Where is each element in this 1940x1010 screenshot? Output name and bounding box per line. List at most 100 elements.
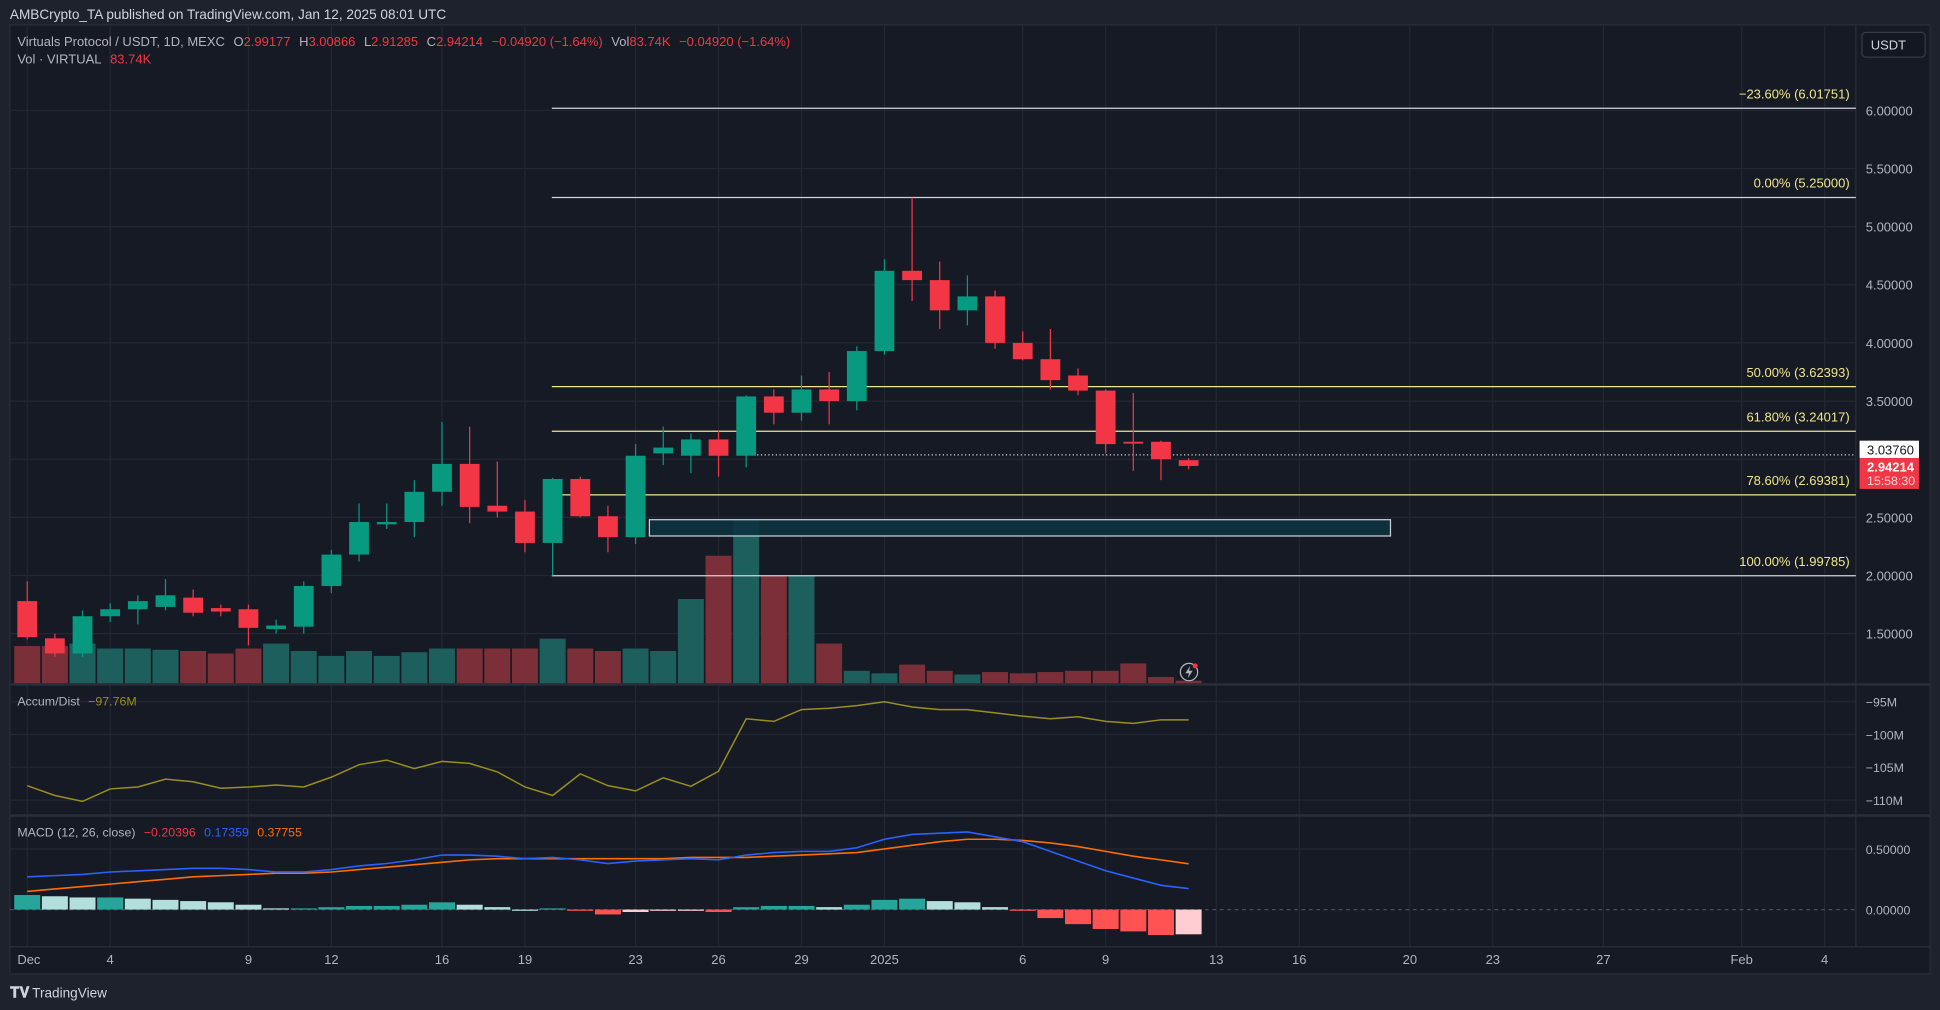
candle-body <box>293 585 314 627</box>
time-axis-label: Dec <box>17 952 41 967</box>
macd-histogram-bar <box>511 909 538 911</box>
candle-body <box>515 511 535 543</box>
candle-body <box>210 608 231 612</box>
volume-bar <box>235 648 262 684</box>
volume-bar <box>677 599 704 684</box>
fib-retracement[interactable]: −23.60% (6.01751) 0.00% (5.25000) 50.00% (… <box>551 86 1856 577</box>
macd-histogram-bar <box>871 899 898 910</box>
volume-bar <box>567 648 594 684</box>
time-axis-label: Feb <box>1730 952 1752 967</box>
volume-bar <box>1175 680 1202 684</box>
bar-countdown: 15:58:30 <box>1867 474 1915 488</box>
macd-signal-value: 0.37755 <box>257 826 302 840</box>
volume-bar <box>843 670 870 684</box>
high-value: 3.00866 <box>308 34 355 49</box>
tradingview-logo[interactable]: 𝐓𝐕 TradingView <box>10 985 107 1001</box>
candle-body <box>127 601 148 610</box>
macd-histogram-bar <box>1037 909 1064 919</box>
price-axis-label: 4.00000 <box>1866 336 1913 351</box>
price-axis-label: 1.50000 <box>1866 627 1913 642</box>
time-axis-label: 4 <box>107 952 114 967</box>
volume-series-value: 83.74K <box>110 51 151 66</box>
macd-histogram-bar <box>456 904 483 910</box>
close-label: C <box>427 34 436 49</box>
last-price-tag: 2.94214 15:58:30 <box>1859 457 1919 489</box>
lightning-icon[interactable] <box>1179 662 1199 682</box>
volume-bar <box>97 648 124 684</box>
volume-series-label: Vol · VIRTUAL <box>17 51 101 66</box>
macd-histogram-bar <box>705 909 732 913</box>
candle-body <box>1123 441 1144 444</box>
volume-bar <box>373 655 400 684</box>
candle-body <box>708 439 729 456</box>
macd-histogram-bar <box>843 904 870 910</box>
candle-body <box>404 491 425 523</box>
candle-body <box>459 463 480 507</box>
volume-bar <box>290 650 317 684</box>
open-value: 2.99177 <box>244 34 291 49</box>
candle-body <box>376 522 397 525</box>
time-axis-label: 19 <box>518 952 532 967</box>
volume-bar <box>539 638 566 684</box>
fib-level-label: 100.00% (1.99785) <box>1739 554 1849 569</box>
low-value: 2.91285 <box>371 34 418 49</box>
accum-axis-label: −105M <box>1866 761 1904 775</box>
accum-dist-series <box>26 700 1189 803</box>
volume-bar <box>594 650 621 684</box>
accum-dist-legend[interactable]: Accum/Dist −97.76M <box>17 694 136 708</box>
volume-bar <box>816 643 843 684</box>
last-price: 2.94214 <box>1867 460 1915 475</box>
volume-bar <box>1009 673 1036 684</box>
legend-line: Virtuals Protocol / USDT, 1D, MEXC O2.99… <box>17 34 790 49</box>
high-label: H <box>299 34 308 49</box>
vol-value: 83.74K <box>629 34 670 49</box>
fib-level-label: 78.60% (2.69381) <box>1746 473 1849 488</box>
macd-signal-line <box>27 838 1189 893</box>
tradingview-logo-icon: 𝐓𝐕 <box>10 985 31 1001</box>
volume-bar <box>705 555 732 684</box>
time-axis-label: 16 <box>435 952 449 967</box>
macd-histogram-bar <box>622 909 649 913</box>
volume-bar <box>926 670 953 684</box>
candle-body <box>1151 441 1171 460</box>
volume-bar <box>401 652 428 684</box>
macd-histogram-bar <box>97 897 124 910</box>
volume-bar <box>788 575 815 684</box>
macd-histogram-bar <box>760 905 787 910</box>
support-zone[interactable] <box>648 519 1392 537</box>
volume-bar <box>346 650 373 684</box>
volume-legend[interactable]: Vol · VIRTUAL 83.74K <box>17 51 151 66</box>
volume-bar <box>760 575 787 684</box>
macd-histogram-bar <box>1092 909 1119 929</box>
candle-body <box>736 396 757 456</box>
volume-bar <box>622 648 649 684</box>
macd-histogram-bar <box>180 901 207 910</box>
change-value: −0.04920 (−1.64%) <box>492 34 603 49</box>
time-axis-label: 23 <box>628 952 642 967</box>
macd-histogram-bar <box>14 895 41 910</box>
macd-histogram-bar <box>1120 909 1147 932</box>
macd-histogram-bar <box>650 909 677 911</box>
candle-body <box>1012 342 1033 360</box>
volume-bar <box>456 648 483 684</box>
time-axis-label: 12 <box>324 952 338 967</box>
time-axis-label: 29 <box>794 952 808 967</box>
candle-body <box>183 597 204 613</box>
axes: 6.00000 5.50000 5.00000 4.50000 4.00000 3.500… <box>17 103 1912 967</box>
macd-hist-value: −0.20396 <box>144 826 196 840</box>
macd-histogram-bar <box>346 905 373 910</box>
macd-histogram-bar <box>677 909 704 911</box>
candle-body <box>321 554 342 586</box>
volume-bar <box>318 655 345 684</box>
time-axis-label: 9 <box>1102 952 1109 967</box>
volume-bar <box>871 673 898 684</box>
tradingview-logo-text: TradingView <box>32 985 107 1000</box>
volume-bar <box>650 650 677 684</box>
macd-legend[interactable]: MACD (12, 26, close) −0.20396 0.17359 0.… <box>17 826 302 840</box>
candle-body <box>929 280 950 311</box>
macd-histogram-bar <box>733 907 760 910</box>
currency-button[interactable]: USDT <box>1861 31 1926 58</box>
volume-bar <box>152 649 179 684</box>
crosshair-price: 3.03760 <box>1867 442 1914 457</box>
candle-body <box>653 447 674 454</box>
